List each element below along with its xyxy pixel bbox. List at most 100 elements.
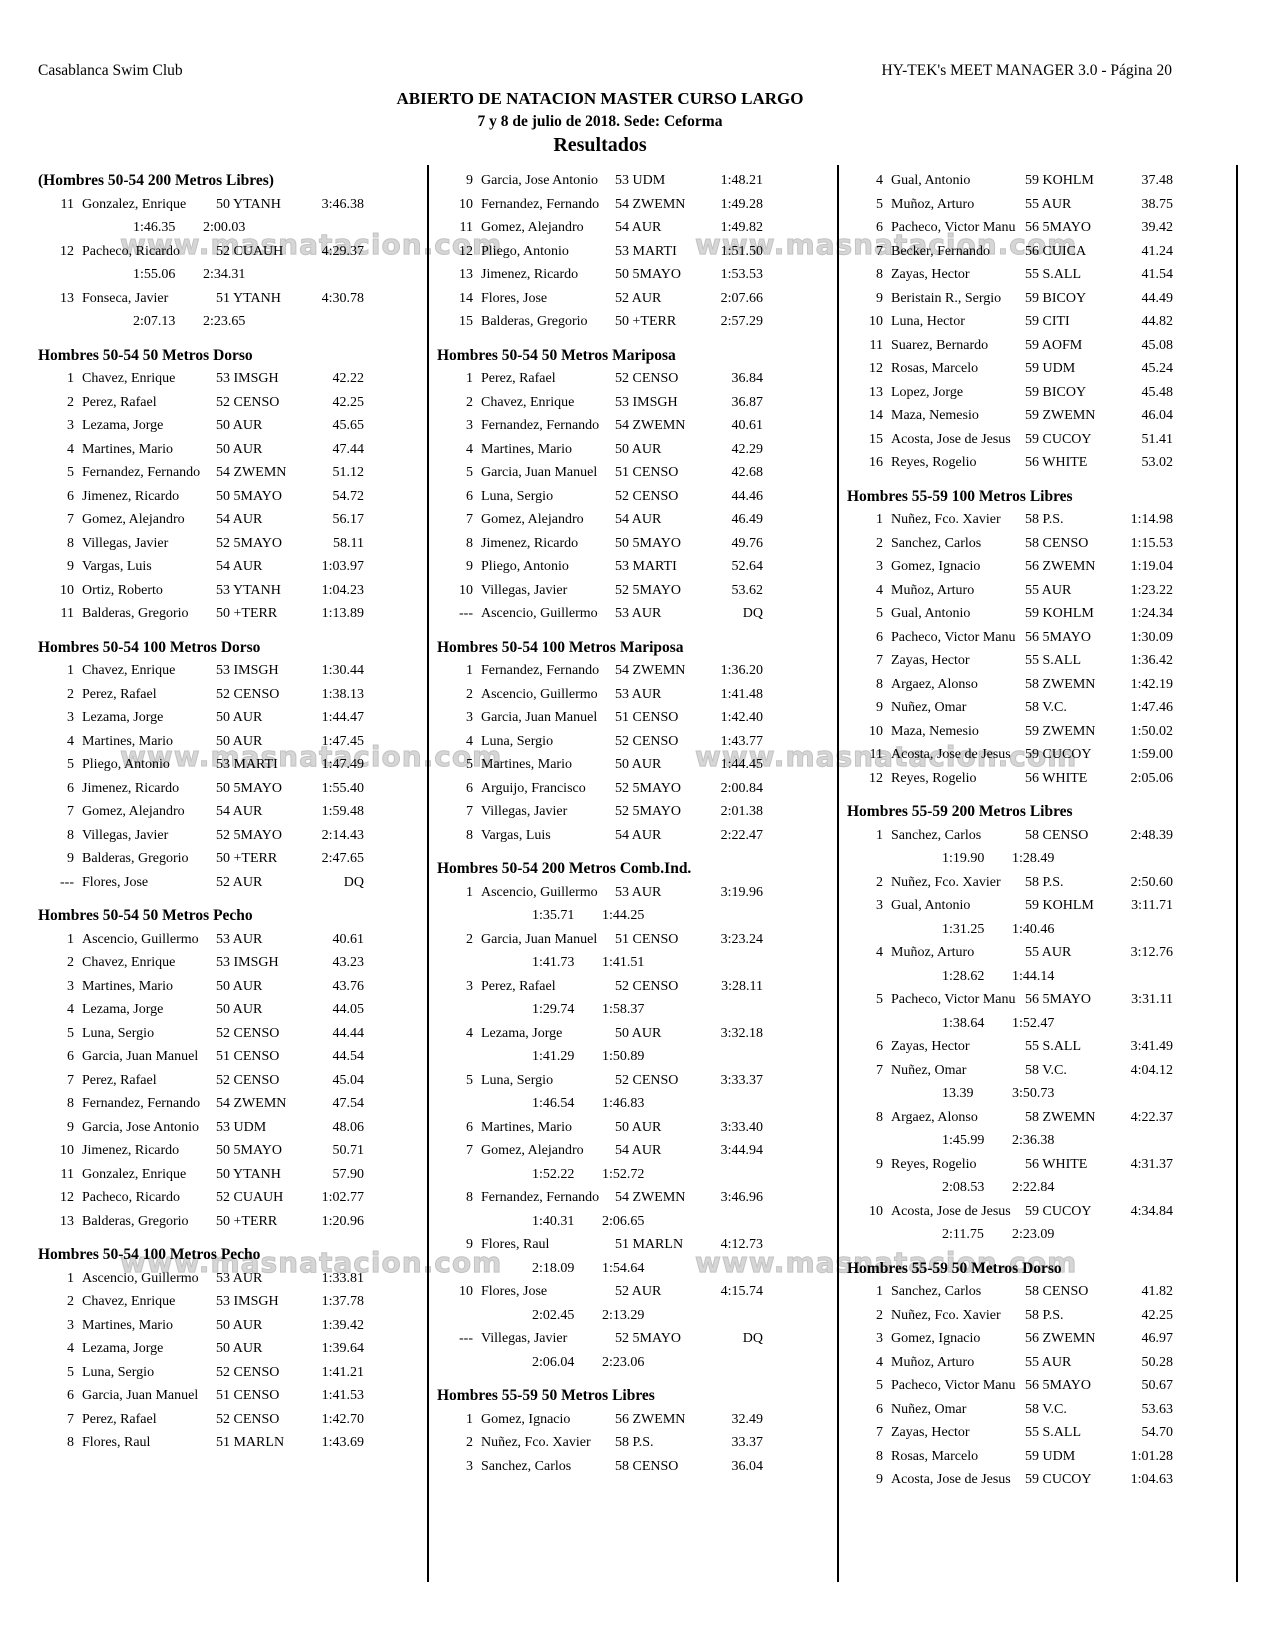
final-time: 1:04.63 (1130, 1472, 1173, 1487)
swimmer-name: Pliego, Antonio (82, 757, 170, 772)
place-number: 3 (466, 1458, 473, 1474)
swimmer-name: Chavez, Enrique (481, 394, 575, 410)
swimmer-name: Lezama, Jorge (82, 1002, 164, 1017)
final-time: 2:47.65 (321, 851, 364, 866)
swimmer-name: Gual, Antonio (891, 173, 971, 188)
age-team: 54 AUR (615, 512, 662, 527)
result-row: 7 Gomez, Alejandro 54 AUR 46.49 (437, 508, 763, 532)
place-number: 4 (466, 441, 473, 457)
age-team: 52 CENSO (615, 1072, 679, 1088)
swimmer-name: Villegas, Javier (82, 827, 169, 843)
result-row: 7 Nuñez, Omar 58 V.C. 4:04.12 (847, 1059, 1173, 1083)
result-row: 1 Ascencio, Guillermo 53 AUR 3:19.96 (437, 881, 763, 905)
swimmer-name: Gonzalez, Enrique (82, 1166, 187, 1182)
place-number: 7 (876, 1425, 883, 1440)
place-number: --- (459, 1331, 473, 1346)
result-row: 2 Sanchez, Carlos 58 CENSO 1:15.53 (847, 532, 1173, 556)
place-number: 3 (466, 418, 473, 433)
swimmer-name: Chavez, Enrique (82, 1294, 176, 1309)
place-number: 5 (876, 1378, 883, 1393)
final-time: 1:41.48 (720, 686, 763, 702)
place-number: 10 (60, 1143, 74, 1158)
place-number: 7 (67, 804, 74, 819)
place-number: 3 (466, 978, 473, 994)
place-number: 13 (60, 1213, 74, 1229)
event-title: Hombres 50-54 200 Metros Comb.Ind. (437, 860, 692, 877)
place-number: 8 (67, 1435, 74, 1450)
age-team: 52 AUR (216, 874, 263, 890)
split-time-2: 2:22.84 (1012, 1180, 1055, 1195)
swimmer-name: Zayas, Hector (891, 653, 970, 668)
age-team: 56 ZWEMN (1025, 559, 1096, 574)
age-team: 55 AUR (1025, 582, 1072, 598)
split-time-1: 1:28.62 (942, 968, 985, 984)
split-time-1: 2:11.75 (942, 1227, 984, 1242)
swimmer-name: Ascencio, Guillermo (481, 686, 598, 702)
event-section: Hombres 55-59 50 Metros Dorso 1 Sanchez, C… (847, 1257, 1173, 1492)
final-time: 54.72 (332, 488, 365, 504)
final-time: 41.24 (1141, 243, 1174, 259)
splits-row: 1:41.29 1:50.89 (437, 1045, 763, 1069)
result-row: 3 Martines, Mario 50 AUR 1:39.42 (38, 1314, 364, 1338)
age-team: 52 5MAYO (615, 1331, 681, 1346)
age-team: 58 CENSO (1025, 535, 1089, 551)
result-row: 6 Arguijo, Francisco 52 5MAYO 2:00.84 (437, 777, 763, 801)
age-team: 59 ZWEMN (1025, 723, 1096, 739)
split-time-1: 2:18.09 (532, 1260, 575, 1276)
place-number: 9 (67, 1119, 74, 1135)
place-number: 3 (67, 418, 74, 433)
final-time: 4:29.37 (321, 243, 364, 259)
swimmer-name: Gomez, Alejandro (481, 1143, 584, 1158)
swimmer-name: Balderas, Gregorio (82, 851, 189, 866)
result-row: 8 Villegas, Javier 52 5MAYO 58.11 (38, 532, 364, 556)
final-time: 51.41 (1141, 431, 1174, 447)
place-number: 10 (459, 1284, 473, 1299)
split-time-1: 13.39 (942, 1086, 974, 1101)
place-number: 8 (466, 827, 473, 843)
swimmer-name: Vargas, Luis (481, 827, 551, 843)
swimmer-name: Nuñez, Fco. Xavier (891, 1307, 1001, 1323)
age-team: 52 CENSO (615, 978, 679, 994)
age-team: 50 +TERR (615, 314, 677, 329)
split-time-2: 1:40.46 (1012, 921, 1055, 937)
splits-row: 1:46.54 1:46.83 (437, 1092, 763, 1116)
result-row: 14 Flores, Jose 52 AUR 2:07.66 (437, 287, 763, 311)
result-row: 5 Pacheco, Victor Manu 56 5MAYO 3:31.11 (847, 988, 1173, 1012)
column-divider (837, 165, 839, 1582)
age-team: 54 ZWEMN (615, 196, 686, 212)
age-team: 59 BICOY (1025, 384, 1087, 400)
result-row: 9 Vargas, Luis 54 AUR 1:03.97 (38, 555, 364, 579)
swimmer-name: Martines, Mario (82, 733, 173, 749)
result-row: 3 Lezama, Jorge 50 AUR 45.65 (38, 414, 364, 438)
age-team: 52 CENSO (615, 733, 679, 749)
age-team: 50 YTANH (216, 196, 281, 212)
swimmer-name: Martines, Mario (481, 1119, 572, 1135)
swimmer-name: Garcia, Juan Manuel (82, 1049, 199, 1064)
place-number: 9 (67, 559, 74, 574)
final-time: 1:43.77 (720, 733, 763, 749)
splits-row: 1:52.22 1:52.72 (437, 1163, 763, 1187)
place-number: 9 (466, 559, 473, 574)
age-team: 59 CITI (1025, 314, 1070, 329)
split-time-1: 1:29.74 (532, 1002, 575, 1017)
age-team: 58 ZWEMN (1025, 676, 1096, 692)
final-time: 3:19.96 (720, 884, 763, 900)
age-team: 52 AUR (615, 1284, 662, 1299)
result-row: 5 Garcia, Juan Manuel 51 CENSO 42.68 (437, 461, 763, 485)
column-divider (427, 165, 429, 1582)
age-team: 54 AUR (615, 1143, 662, 1158)
swimmer-name: Perez, Rafael (82, 1411, 157, 1427)
swimmer-name: Muñoz, Arturo (891, 945, 975, 960)
final-time: 1:51.50 (720, 243, 763, 259)
swimmer-name: Gonzalez, Enrique (82, 196, 187, 212)
meet-manager-info: HY-TEK's MEET MANAGER 3.0 - Página 20 (881, 62, 1172, 79)
splits-row: 1:31.25 1:40.46 (847, 918, 1173, 942)
age-team: 58 V.C. (1025, 1401, 1067, 1417)
final-time: 46.97 (1141, 1331, 1174, 1346)
place-number: 9 (876, 700, 883, 715)
swimmer-name: Gomez, Ignacio (481, 1411, 571, 1427)
result-row: 8 Argaez, Alonso 58 ZWEMN 1:42.19 (847, 673, 1173, 697)
final-time: 47.54 (332, 1096, 365, 1111)
swimmer-name: Becker, Fernando (891, 243, 990, 259)
place-number: 3 (876, 559, 883, 574)
